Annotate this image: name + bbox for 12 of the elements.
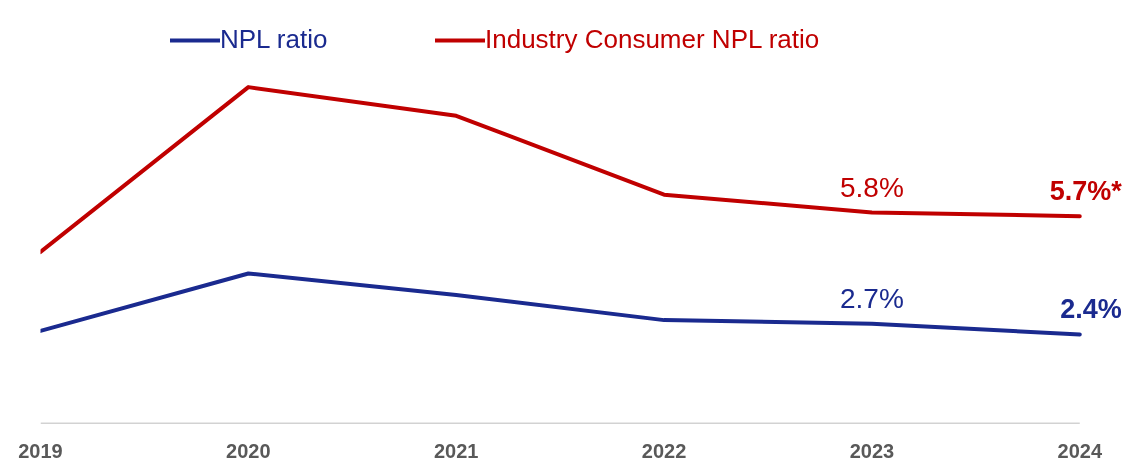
x-tick-label: 2020 (226, 439, 271, 462)
x-tick-label: 2024 (1057, 439, 1103, 462)
data-label: 5.8% (840, 171, 904, 203)
data-label: 2.4% (1060, 294, 1122, 325)
data-label: 5.7%* (1049, 176, 1123, 207)
x-tick-label: 2022 (641, 439, 687, 462)
legend-label: NPL ratio (220, 24, 328, 55)
x-tick-label: 2021 (433, 439, 479, 462)
data-label: 2.7% (840, 282, 904, 314)
legend-label: Industry Consumer NPL ratio (485, 24, 820, 55)
x-tick-label: 2023 (849, 439, 895, 462)
x-tick-label: 2019 (18, 439, 63, 462)
